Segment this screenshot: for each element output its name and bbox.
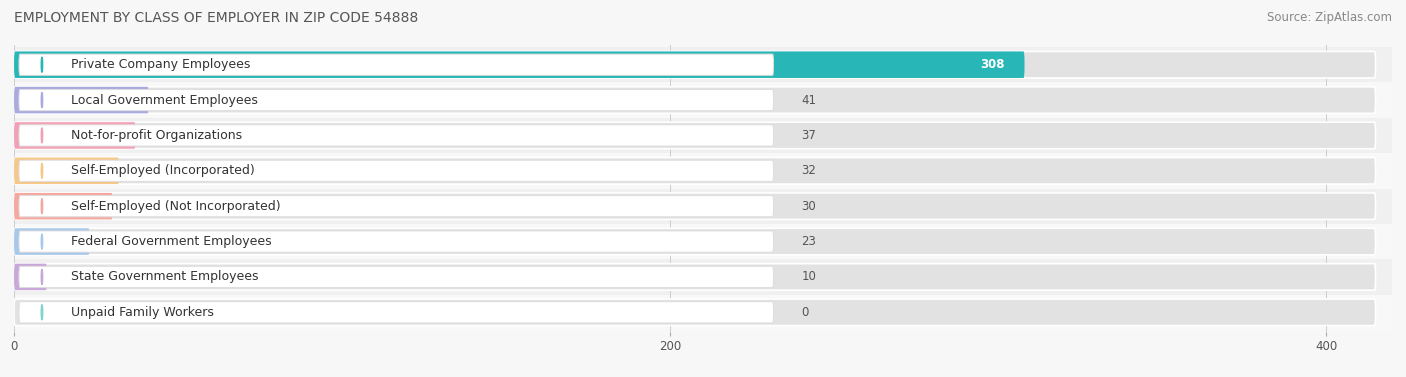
FancyBboxPatch shape <box>20 125 773 146</box>
FancyBboxPatch shape <box>14 158 120 184</box>
FancyBboxPatch shape <box>14 188 1392 224</box>
Circle shape <box>41 199 42 214</box>
FancyBboxPatch shape <box>14 259 1392 294</box>
FancyBboxPatch shape <box>14 87 1375 113</box>
Text: 37: 37 <box>801 129 817 142</box>
Text: Federal Government Employees: Federal Government Employees <box>72 235 273 248</box>
Circle shape <box>41 92 42 108</box>
Circle shape <box>41 57 42 72</box>
FancyBboxPatch shape <box>14 118 1392 153</box>
Text: State Government Employees: State Government Employees <box>72 270 259 284</box>
FancyBboxPatch shape <box>20 89 773 111</box>
Text: 308: 308 <box>980 58 1005 71</box>
FancyBboxPatch shape <box>20 302 773 323</box>
FancyBboxPatch shape <box>20 231 773 252</box>
Text: 10: 10 <box>801 270 817 284</box>
Text: 0: 0 <box>801 306 808 319</box>
FancyBboxPatch shape <box>14 294 1392 330</box>
Text: Local Government Employees: Local Government Employees <box>72 93 259 107</box>
Circle shape <box>41 163 42 178</box>
FancyBboxPatch shape <box>20 160 773 181</box>
Circle shape <box>41 269 42 285</box>
FancyBboxPatch shape <box>14 299 1375 326</box>
FancyBboxPatch shape <box>14 228 90 255</box>
Text: Self-Employed (Incorporated): Self-Employed (Incorporated) <box>72 164 256 177</box>
Text: 23: 23 <box>801 235 817 248</box>
Text: 30: 30 <box>801 200 815 213</box>
FancyBboxPatch shape <box>14 122 135 149</box>
Circle shape <box>41 234 42 249</box>
FancyBboxPatch shape <box>20 196 773 217</box>
FancyBboxPatch shape <box>14 87 149 113</box>
Text: EMPLOYMENT BY CLASS OF EMPLOYER IN ZIP CODE 54888: EMPLOYMENT BY CLASS OF EMPLOYER IN ZIP C… <box>14 11 419 25</box>
Text: Private Company Employees: Private Company Employees <box>72 58 250 71</box>
FancyBboxPatch shape <box>14 47 1392 83</box>
FancyBboxPatch shape <box>14 153 1392 188</box>
FancyBboxPatch shape <box>14 264 46 290</box>
FancyBboxPatch shape <box>14 193 112 219</box>
FancyBboxPatch shape <box>14 228 1375 255</box>
Circle shape <box>41 305 42 320</box>
FancyBboxPatch shape <box>20 54 773 75</box>
FancyBboxPatch shape <box>14 51 1025 78</box>
Text: Self-Employed (Not Incorporated): Self-Employed (Not Incorporated) <box>72 200 281 213</box>
FancyBboxPatch shape <box>20 266 773 288</box>
Text: 41: 41 <box>801 93 817 107</box>
FancyBboxPatch shape <box>14 83 1392 118</box>
FancyBboxPatch shape <box>14 224 1392 259</box>
FancyBboxPatch shape <box>14 51 1375 78</box>
FancyBboxPatch shape <box>14 158 1375 184</box>
FancyBboxPatch shape <box>14 264 1375 290</box>
Circle shape <box>41 128 42 143</box>
Text: 32: 32 <box>801 164 817 177</box>
Text: Source: ZipAtlas.com: Source: ZipAtlas.com <box>1267 11 1392 24</box>
Text: Not-for-profit Organizations: Not-for-profit Organizations <box>72 129 243 142</box>
FancyBboxPatch shape <box>14 193 1375 219</box>
FancyBboxPatch shape <box>14 122 1375 149</box>
Text: Unpaid Family Workers: Unpaid Family Workers <box>72 306 214 319</box>
